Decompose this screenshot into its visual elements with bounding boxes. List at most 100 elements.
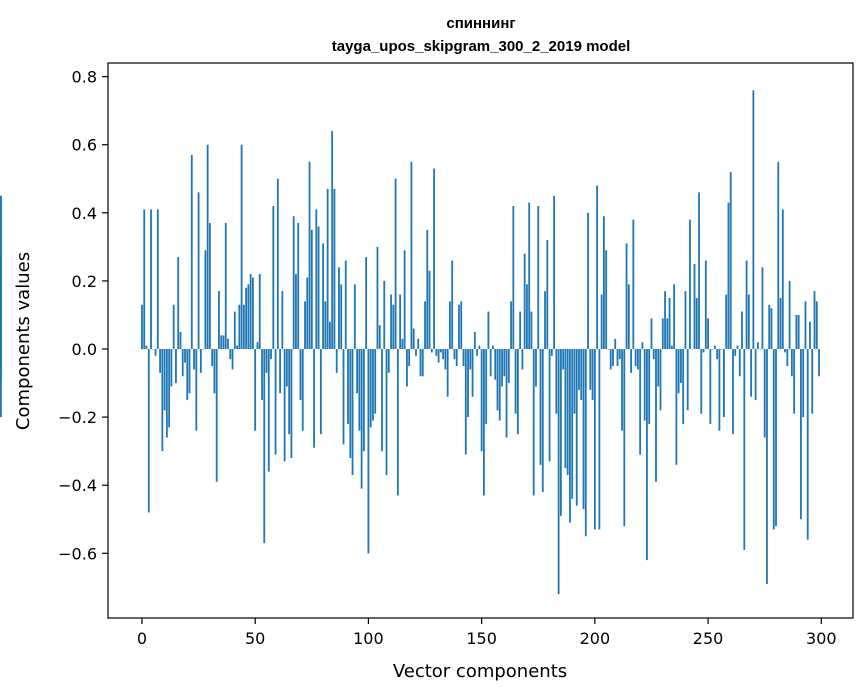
bar	[766, 349, 768, 584]
bar	[154, 349, 157, 356]
bar	[338, 267, 340, 350]
bar	[541, 349, 544, 493]
bar	[616, 349, 619, 367]
bar	[661, 318, 664, 350]
bar	[670, 345, 673, 350]
bar	[421, 349, 424, 377]
bar	[0, 349, 2, 418]
bar	[482, 349, 485, 496]
bar	[317, 226, 320, 350]
bar	[168, 349, 171, 428]
bar	[557, 349, 560, 595]
bar	[242, 304, 245, 350]
bar	[365, 257, 368, 350]
bar	[283, 349, 286, 462]
bar	[811, 349, 814, 414]
bar	[623, 349, 626, 527]
bar	[170, 349, 173, 387]
bar	[276, 178, 279, 350]
bar	[668, 297, 671, 350]
bar	[279, 349, 281, 394]
bar	[673, 284, 676, 350]
bar	[564, 349, 567, 469]
bar	[686, 349, 689, 411]
bar	[603, 216, 605, 350]
bar	[815, 301, 818, 350]
bar	[768, 304, 771, 350]
y-tick-label: −0.6	[58, 544, 97, 563]
bar	[747, 294, 750, 350]
bar	[494, 349, 497, 380]
bar	[723, 349, 725, 418]
bar	[666, 318, 669, 350]
bar	[614, 338, 617, 350]
bar	[571, 349, 574, 499]
bar	[347, 349, 349, 424]
bar	[199, 349, 202, 373]
bar	[754, 349, 757, 401]
bar	[247, 284, 250, 350]
bar	[290, 349, 293, 458]
bar	[165, 349, 168, 438]
bar	[464, 349, 467, 455]
bar	[589, 349, 592, 390]
bar	[580, 349, 583, 401]
bar	[249, 274, 252, 350]
bar	[698, 192, 700, 350]
bar	[324, 301, 327, 350]
bar	[147, 349, 150, 513]
y-tick-label: 0.6	[72, 136, 97, 155]
bar	[408, 349, 411, 367]
bar	[349, 349, 352, 458]
y-tick-label: 0.2	[72, 272, 97, 291]
bar	[553, 195, 555, 350]
bar	[213, 349, 216, 394]
bar	[596, 185, 599, 350]
bar	[353, 284, 356, 350]
bar	[446, 349, 449, 397]
bar	[680, 349, 682, 384]
bar	[566, 349, 569, 475]
bar	[521, 349, 524, 370]
bar	[340, 284, 343, 350]
bar	[356, 349, 358, 394]
bar	[455, 349, 458, 367]
bar	[652, 349, 655, 360]
bar	[181, 349, 184, 377]
bar	[804, 301, 807, 350]
bar	[331, 131, 334, 350]
bar	[725, 294, 728, 350]
bar	[786, 349, 789, 367]
bar	[471, 349, 474, 397]
bar	[374, 349, 377, 414]
bar	[467, 349, 469, 418]
bar	[145, 345, 148, 350]
bar	[750, 349, 752, 397]
bar	[261, 349, 263, 401]
bar	[598, 349, 601, 530]
bar	[612, 349, 614, 367]
bar	[618, 349, 621, 360]
bar	[530, 311, 533, 350]
bar	[406, 349, 408, 387]
bar	[632, 219, 635, 350]
bar	[195, 349, 198, 431]
bar	[401, 338, 404, 350]
bar	[437, 349, 440, 363]
bar	[591, 349, 594, 401]
bar	[412, 328, 415, 350]
bar	[383, 280, 386, 350]
bar	[487, 311, 490, 350]
bar	[360, 349, 363, 489]
bar	[215, 349, 218, 482]
bar	[150, 209, 152, 350]
bar	[274, 349, 277, 455]
bar	[775, 349, 777, 527]
bar	[159, 349, 161, 373]
bar	[308, 161, 311, 350]
bar	[784, 349, 786, 353]
bar	[0, 199, 2, 350]
bar	[473, 331, 476, 350]
bar	[222, 335, 225, 350]
bar	[600, 294, 603, 350]
